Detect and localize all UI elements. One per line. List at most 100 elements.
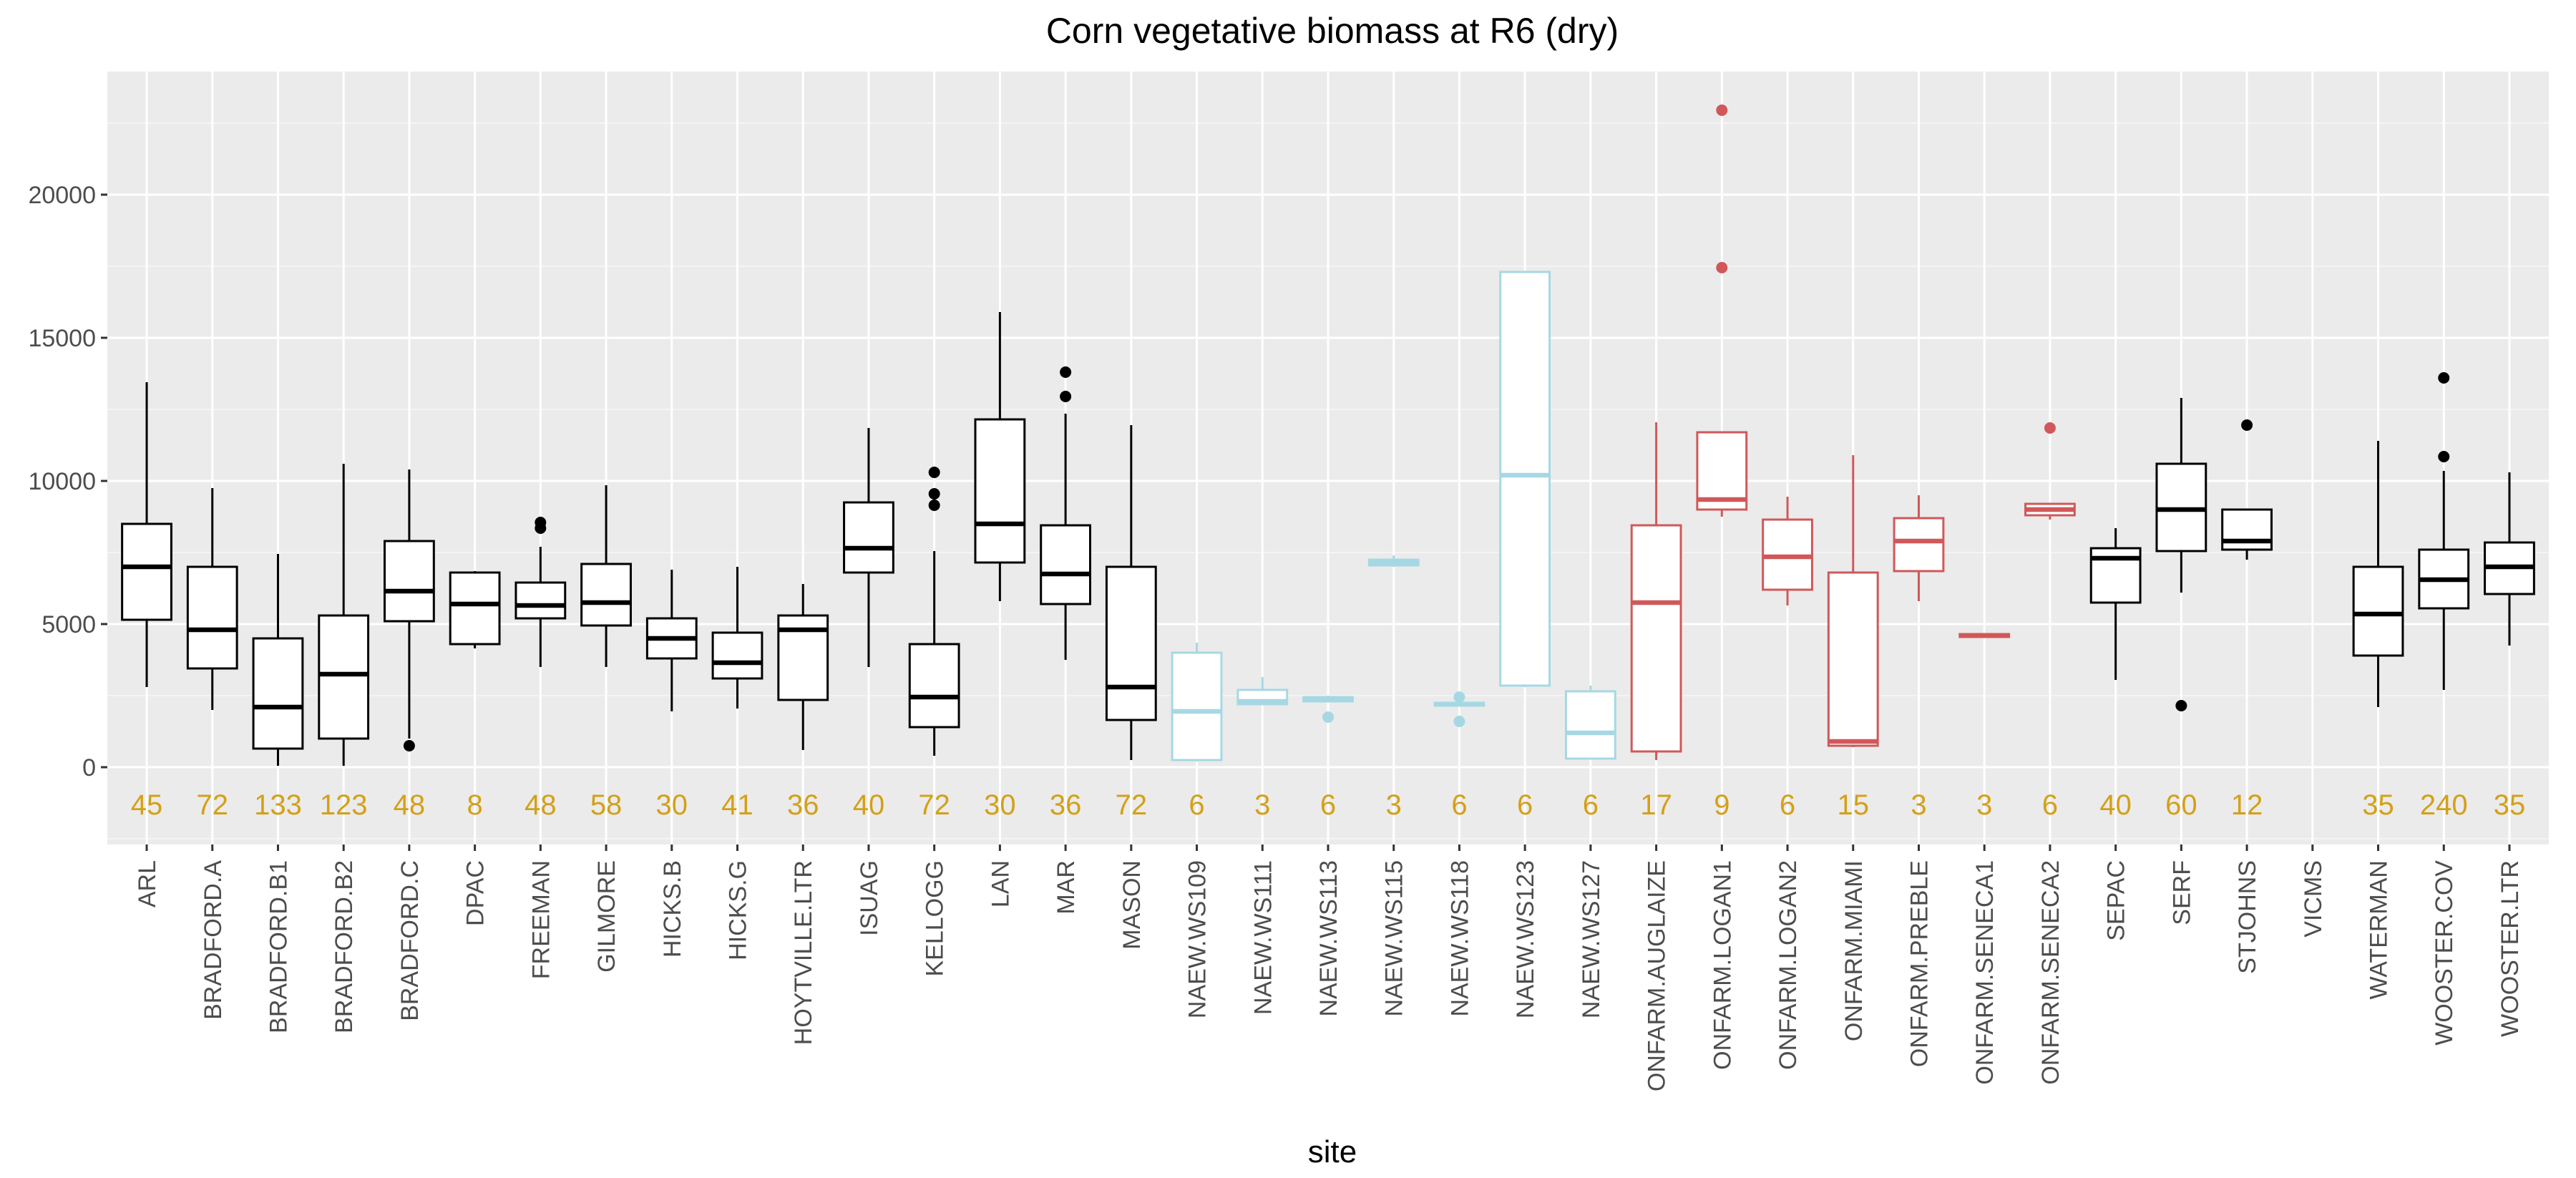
box-iqr — [1171, 651, 1223, 761]
x-tick-label: SERF — [2168, 860, 2195, 925]
box-naew-ws109 — [1171, 643, 1223, 761]
x-tick-label: KELLOGG — [922, 860, 949, 977]
box-iqr — [1105, 565, 1157, 721]
box-isuag — [843, 428, 894, 667]
x-tick-label: ONFARM.MIAMI — [1840, 860, 1868, 1041]
count-label: 72 — [918, 789, 950, 821]
x-tick-label: BRADFORD.A — [200, 860, 227, 1020]
x-tick-label: ONFARM.SENECA1 — [1971, 860, 1999, 1085]
y-tick-label: 20000 — [28, 182, 96, 209]
outlier-point — [1716, 104, 1728, 116]
box-iqr — [384, 540, 435, 623]
box-naew-ws127 — [1564, 686, 1616, 760]
count-label: 133 — [254, 789, 302, 821]
box-wooster-ltr — [2484, 472, 2535, 646]
box-onfarm-seneca2 — [2024, 422, 2076, 520]
x-tick-label: NAEW.WS111 — [1249, 860, 1277, 1015]
x-tick-label: VICMS — [2300, 860, 2327, 938]
x-axis-label: site — [1308, 1134, 1357, 1169]
y-tick-label: 0 — [82, 754, 96, 782]
box-iqr — [318, 614, 370, 740]
count-label: 72 — [197, 789, 229, 821]
box-iqr — [186, 565, 238, 670]
count-label: 6 — [1583, 789, 1599, 821]
count-label: 3 — [1386, 789, 1402, 821]
outlier-point — [1060, 391, 1072, 402]
box-arl — [121, 382, 172, 687]
count-label: 9 — [1714, 789, 1729, 821]
x-tick-label: MAR — [1053, 860, 1080, 915]
x-tick-label: WATERMAN — [2366, 860, 2393, 1000]
box-wooster-cov — [2418, 372, 2470, 690]
box-bradford-b2 — [318, 464, 370, 766]
box-iqr — [1564, 690, 1616, 760]
outlier-point — [1322, 711, 1334, 723]
count-label: 36 — [787, 789, 819, 821]
box-onfarm-logan2 — [1762, 497, 1813, 605]
x-tick-label: HOYTVILLE.LTR — [790, 860, 817, 1045]
count-label: 35 — [2362, 789, 2394, 821]
outlier-point — [928, 467, 940, 478]
outlier-point — [535, 517, 547, 528]
box-hicks-b — [645, 570, 698, 711]
box-iqr — [1893, 517, 1945, 573]
count-label: 41 — [721, 789, 753, 821]
count-label: 17 — [1640, 789, 1672, 821]
box-dpac — [449, 571, 501, 648]
box-naew-ws123 — [1499, 271, 1551, 687]
outlier-point — [2044, 422, 2056, 434]
outlier-point — [1453, 716, 1465, 727]
box-iqr — [252, 637, 304, 750]
box-iqr — [908, 643, 960, 729]
count-label: 45 — [131, 789, 163, 821]
count-label: 72 — [1116, 789, 1148, 821]
count-label: 40 — [2099, 789, 2132, 821]
x-tick-label: FREEMAN — [527, 860, 555, 979]
x-tick-label: SEPAC — [2103, 860, 2130, 941]
box-series — [121, 104, 2535, 766]
box-onfarm-seneca1 — [1958, 633, 2011, 638]
count-labels: 45 72 133 123 48 8 48 58 30 41 36 40 72 30 36 72 6 3 6 3 6 6 6… — [131, 789, 2525, 821]
x-tick-label: NAEW.WS113 — [1315, 860, 1342, 1017]
box-naew-ws118 — [1433, 691, 1485, 727]
x-tick-label: STJOHNS — [2234, 860, 2261, 974]
count-label: 58 — [590, 789, 623, 821]
x-tick-label: ISUAG — [856, 860, 883, 936]
count-label: 12 — [2231, 789, 2263, 821]
box-iqr — [1499, 271, 1551, 687]
box-iqr — [449, 571, 501, 646]
x-tick-label: BRADFORD.B1 — [265, 860, 292, 1033]
box-iqr — [974, 418, 1026, 564]
x-tick-label: HICKS.B — [659, 860, 686, 958]
count-label: 60 — [2165, 789, 2197, 821]
y-tick-label: 5000 — [42, 611, 96, 638]
count-label: 35 — [2494, 789, 2526, 821]
x-tick-label: GILMORE — [593, 860, 620, 973]
box-onfarm-miami — [1827, 455, 1879, 747]
chart-title: Corn vegetative biomass at R6 (dry) — [1046, 11, 1619, 51]
count-label: 6 — [1320, 789, 1336, 821]
box-iqr — [843, 501, 894, 574]
box-kellogg — [908, 467, 960, 756]
box-bradford-c — [384, 469, 435, 751]
outlier-point — [1716, 262, 1728, 273]
outlier-point — [928, 488, 940, 500]
count-label: 240 — [2420, 789, 2468, 821]
count-label: 48 — [394, 789, 426, 821]
y-tick-label: 15000 — [28, 325, 96, 352]
x-tick-label: NAEW.WS118 — [1446, 860, 1473, 1017]
y-axis: 0 5000 10000 15000 20000 — [28, 182, 107, 782]
box-iqr — [2352, 565, 2404, 657]
outlier-point — [2438, 372, 2450, 384]
count-label: 3 — [1911, 789, 1926, 821]
outlier-point — [1060, 366, 1072, 378]
box-iqr — [121, 522, 172, 621]
box-iqr — [1696, 431, 1748, 511]
x-tick-label: WOOSTER.LTR — [2497, 860, 2524, 1037]
x-tick-label: DPAC — [462, 860, 489, 926]
count-label: 6 — [1780, 789, 1795, 821]
x-tick-label: ONFARM.LOGAN1 — [1709, 860, 1736, 1070]
box-gilmore — [580, 485, 632, 667]
count-label: 40 — [853, 789, 885, 821]
